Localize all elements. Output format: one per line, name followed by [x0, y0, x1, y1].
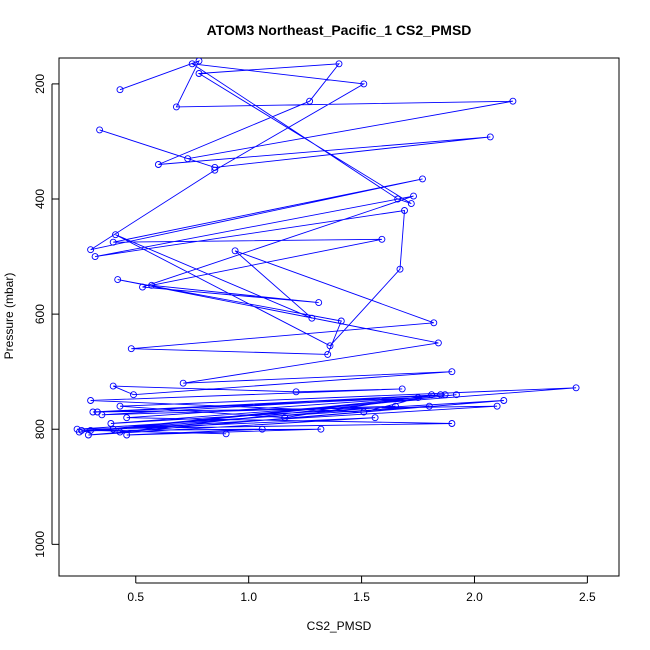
- data-point: [425, 402, 433, 410]
- data-point: [410, 192, 417, 200]
- data-point: [452, 391, 460, 399]
- data-point: [116, 86, 124, 94]
- chart-title: ATOM3 Northeast_Pacific_1 CS2_PMSD: [207, 22, 472, 38]
- data-point: [172, 103, 180, 111]
- data-point: [486, 133, 494, 141]
- y-tick-label: 200: [33, 74, 47, 94]
- series-line: [77, 60, 577, 436]
- data-point: [107, 420, 115, 427]
- data-point: [448, 368, 456, 376]
- data-point: [572, 384, 580, 392]
- data-point: [109, 238, 117, 246]
- data-point: [116, 428, 124, 436]
- data-point: [154, 161, 162, 168]
- data-point: [306, 97, 314, 105]
- data-point: [184, 155, 192, 163]
- data-point: [127, 345, 135, 353]
- x-tick-label: 1.0: [240, 590, 257, 604]
- y-tick-label: 600: [33, 304, 47, 324]
- data-point: [139, 283, 146, 291]
- data-group: [73, 58, 580, 439]
- data-point: [317, 425, 325, 433]
- data-point: [371, 414, 379, 422]
- data-point: [195, 58, 203, 65]
- data-point: [123, 431, 131, 439]
- data-point: [434, 339, 442, 347]
- data-point: [430, 319, 438, 327]
- data-point: [179, 379, 187, 387]
- data-point: [114, 276, 122, 284]
- data-point: [116, 402, 124, 410]
- data-point: [93, 408, 101, 416]
- data-point: [109, 425, 117, 433]
- data-point: [448, 420, 456, 427]
- data-point: [130, 391, 137, 399]
- data-point: [73, 425, 81, 433]
- data-point: [326, 342, 334, 350]
- data-point: [123, 414, 131, 422]
- data-point: [392, 402, 399, 410]
- data-point: [292, 388, 300, 396]
- data-point: [89, 408, 97, 416]
- data-point: [96, 126, 104, 134]
- data-point: [437, 391, 445, 399]
- y-tick-label: 800: [33, 419, 47, 439]
- x-tick-label: 2.0: [466, 590, 483, 604]
- data-point: [378, 235, 386, 243]
- data-point: [315, 299, 323, 307]
- y-axis-label: Pressure (mbar): [2, 273, 16, 360]
- data-point: [500, 397, 508, 404]
- data-point: [360, 408, 368, 416]
- data-point: [91, 253, 99, 261]
- data-point: [414, 394, 422, 402]
- data-point: [407, 200, 415, 208]
- data-point: [222, 430, 230, 438]
- data-point: [509, 97, 517, 105]
- data-point: [231, 247, 239, 255]
- data-point: [360, 80, 368, 88]
- x-tick-label: 1.5: [353, 590, 370, 604]
- data-point: [188, 60, 196, 68]
- data-point: [87, 246, 95, 254]
- x-tick-label: 2.5: [579, 590, 596, 604]
- data-point: [112, 231, 119, 239]
- data-point: [281, 414, 289, 422]
- data-point: [78, 426, 86, 434]
- data-point: [211, 163, 219, 171]
- data-point: [394, 195, 402, 203]
- data-point: [324, 350, 332, 358]
- data-point: [148, 281, 156, 289]
- data-point: [398, 385, 406, 393]
- y-tick-label: 400: [33, 189, 47, 209]
- data-point: [493, 402, 501, 410]
- data-point: [419, 175, 426, 183]
- data-point: [337, 317, 345, 325]
- data-point: [335, 60, 343, 68]
- plot-frame: [58, 57, 620, 577]
- data-point: [441, 391, 449, 399]
- data-point: [428, 391, 436, 399]
- x-tick-label: 0.5: [127, 590, 144, 604]
- data-point: [109, 382, 117, 390]
- x-axis-label: CS2_PMSD: [307, 619, 372, 633]
- plot-area: 0.5 1.0 1.5 2.0 2.5 200 400 600 800 1000: [33, 57, 620, 604]
- data-point: [211, 166, 219, 174]
- data-point: [87, 426, 95, 434]
- data-point: [195, 70, 203, 77]
- data-point: [87, 397, 95, 404]
- data-point: [308, 314, 316, 322]
- data-point: [258, 425, 266, 433]
- data-point: [401, 207, 408, 214]
- y-tick-label: 1000: [33, 531, 47, 558]
- data-point: [396, 265, 404, 273]
